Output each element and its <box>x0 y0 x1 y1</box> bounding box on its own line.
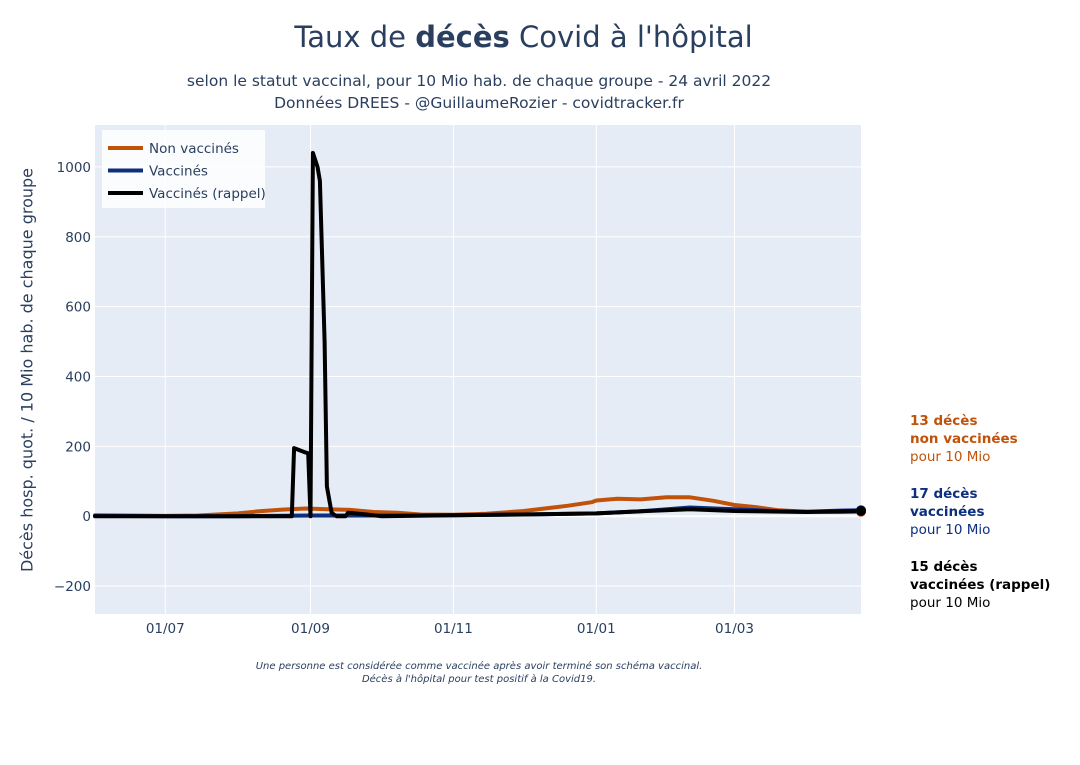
annotation-non-vaccines-line-2: non vaccinées <box>910 431 1018 447</box>
chart-title: Taux de décès Covid à l'hôpital <box>0 20 1047 54</box>
y-tick-label: 400 <box>65 369 91 385</box>
series-end-markers <box>856 505 866 517</box>
annotation-non-vaccines-line-1: 13 décès <box>910 413 978 429</box>
y-tick-label: 800 <box>65 230 91 246</box>
title-pre: Taux de <box>294 20 416 54</box>
footnote-line-1: Une personne est considérée comme vaccin… <box>255 661 703 672</box>
x-tick-labels: 01/07 01/09 01/11 01/01 01/03 <box>146 621 754 637</box>
subtitle-line-2: Données DREES - @GuillaumeRozier - covid… <box>274 94 684 112</box>
y-tick-label: 0 <box>82 509 91 525</box>
subtitle-line-1: selon le statut vaccinal, pour 10 Mio ha… <box>186 72 772 90</box>
annotation-non-vaccines-line-3: pour 10 Mio <box>910 449 991 465</box>
x-gridlines <box>164 125 736 614</box>
legend-label-0: Non vaccinés <box>149 141 239 157</box>
series-line-0 <box>93 495 863 518</box>
y-tick-label: −200 <box>54 579 91 595</box>
annotation-rappel-line-3: pour 10 Mio <box>910 595 991 611</box>
annotation-rappel: 15 décès vaccinées (rappel) pour 10 Mio <box>910 558 1050 612</box>
legend-label-2: Vaccinés (rappel) <box>149 186 266 202</box>
y-tick-label: 200 <box>65 439 91 455</box>
legend-label-1: Vaccinés <box>149 164 208 180</box>
annotation-vaccines-line-3: pour 10 Mio <box>910 522 991 538</box>
y-tick-labels: −200 0 200 400 600 800 1000 <box>54 160 91 595</box>
annotation-rappel-line-1: 15 décès <box>910 559 978 575</box>
annotation-vaccines: 17 décès vaccinées pour 10 Mio <box>910 485 990 539</box>
series-end-marker-2 <box>856 505 866 516</box>
x-tick-label: 01/07 <box>146 621 185 637</box>
chart-subtitle: selon le statut vaccinal, pour 10 Mio ha… <box>0 70 958 114</box>
annotation-vaccines-line-1: 17 décès <box>910 486 978 502</box>
legend[interactable]: Non vaccinés Vaccinés Vaccinés (rappel) <box>102 130 266 208</box>
x-tick-label: 01/11 <box>434 621 473 637</box>
x-tick-label: 01/01 <box>577 621 616 637</box>
annotation-rappel-line-2: vaccinées (rappel) <box>910 577 1051 593</box>
title-post: Covid à l'hôpital <box>509 20 753 54</box>
series-lines <box>93 150 863 519</box>
footnote: Une personne est considérée comme vaccin… <box>0 660 958 686</box>
x-tick-label: 01/03 <box>715 621 754 637</box>
y-tick-label: 1000 <box>57 160 91 176</box>
annotation-non-vaccines: 13 décès non vaccinées pour 10 Mio <box>910 412 1018 466</box>
title-bold: décès <box>415 20 510 54</box>
series-line-2 <box>93 150 863 519</box>
annotation-vaccines-line-2: vaccinées <box>910 504 985 520</box>
y-tick-label: 600 <box>65 300 91 316</box>
footnote-line-2: Décès à l'hôpital pour test positif à la… <box>361 674 597 685</box>
x-tick-label: 01/09 <box>291 621 330 637</box>
